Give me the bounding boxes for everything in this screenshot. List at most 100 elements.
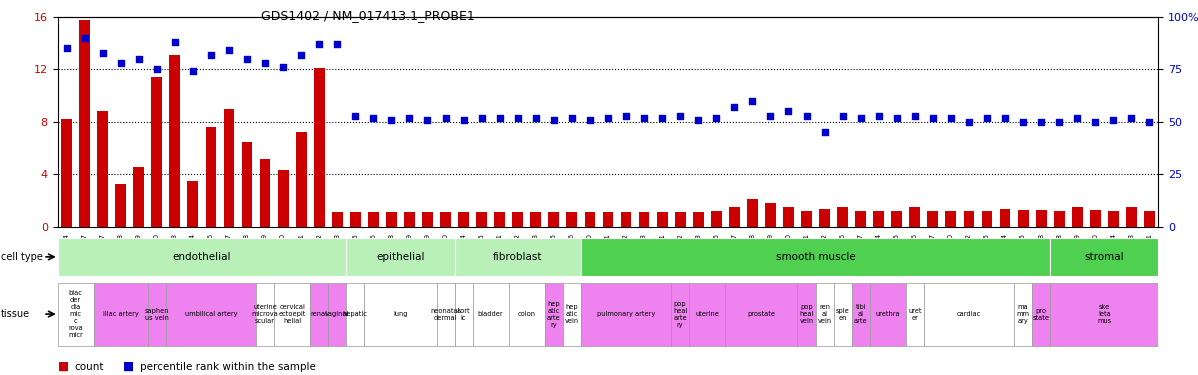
Point [400, 115, 419, 121]
Point [255, 60, 274, 66]
Point [1014, 119, 1033, 125]
Text: umbilical artery: umbilical artery [184, 311, 237, 317]
Text: smooth muscle: smooth muscle [775, 252, 855, 262]
Bar [224, 109, 235, 227]
Bar [1126, 207, 1137, 227]
Point [328, 41, 347, 47]
Bar [689, 283, 725, 346]
Point [617, 112, 636, 118]
Text: endothelial: endothelial [173, 252, 231, 262]
Bar [581, 238, 1051, 276]
Text: pop
heal
arte
ry: pop heal arte ry [673, 301, 688, 328]
Bar [169, 55, 180, 227]
Bar [274, 283, 310, 346]
Point [364, 115, 383, 121]
Point [273, 64, 292, 70]
Text: blac
der
dia
mic
c
rova
micr: blac der dia mic c rova micr [68, 290, 83, 338]
Point [237, 56, 256, 62]
Point [291, 52, 310, 58]
Bar [1033, 283, 1051, 346]
Point [653, 115, 672, 121]
Bar [873, 211, 884, 227]
Bar [1017, 210, 1029, 227]
Text: ske
leta
mus: ske leta mus [1097, 304, 1112, 324]
Bar [93, 283, 147, 346]
Point [924, 115, 943, 121]
Text: hep
atic
arte
ry: hep atic arte ry [547, 301, 561, 328]
Point [599, 115, 618, 121]
Point [93, 50, 113, 55]
Point [309, 41, 328, 47]
Point [689, 117, 708, 123]
Bar [692, 212, 703, 227]
Text: GDS1402 / NM_017413.1_PROBE1: GDS1402 / NM_017413.1_PROBE1 [261, 9, 474, 22]
Bar [1090, 210, 1101, 227]
Point [129, 56, 149, 62]
Text: pop
heal
vein: pop heal vein [799, 304, 813, 324]
Point [1103, 117, 1123, 123]
Bar [513, 212, 524, 227]
Bar [870, 283, 906, 346]
Point [382, 117, 401, 123]
Text: uterine
microva
scular: uterine microva scular [252, 304, 278, 324]
Bar [454, 283, 473, 346]
Bar [1144, 211, 1155, 227]
Point [797, 112, 816, 118]
Point [75, 35, 95, 41]
Point [960, 119, 979, 125]
Text: count: count [74, 362, 104, 372]
Point [851, 115, 870, 121]
Bar [1108, 211, 1119, 227]
Bar [332, 212, 343, 227]
Bar [816, 283, 834, 346]
Bar [671, 283, 689, 346]
Point [490, 115, 509, 121]
Bar [278, 170, 289, 227]
Point [580, 117, 599, 123]
Text: cervical
ectoepit
helial: cervical ectoepit helial [278, 304, 305, 324]
Point [346, 112, 365, 118]
Point [454, 117, 473, 123]
Point [996, 115, 1015, 121]
Bar [151, 77, 162, 227]
Point [183, 69, 202, 75]
Text: sple
en: sple en [836, 308, 849, 321]
Bar [834, 283, 852, 346]
Bar [477, 212, 488, 227]
Bar [165, 283, 256, 346]
Bar [531, 212, 541, 227]
Point [1139, 119, 1158, 125]
Text: urethra: urethra [876, 311, 900, 317]
Point [725, 104, 744, 110]
Point [707, 115, 726, 121]
Bar [296, 132, 307, 227]
Bar [837, 207, 848, 227]
Bar [963, 211, 974, 227]
Bar [999, 209, 1010, 227]
Text: vaginal: vaginal [325, 311, 350, 317]
Bar [1036, 210, 1047, 227]
Bar [819, 209, 830, 227]
Bar [748, 200, 758, 227]
Bar [458, 212, 468, 227]
Bar [422, 212, 432, 227]
Bar [581, 283, 671, 346]
Bar [981, 211, 992, 227]
Text: aort
ic: aort ic [456, 308, 471, 321]
Point [1085, 119, 1105, 125]
Bar [1051, 283, 1158, 346]
Bar [310, 283, 328, 346]
Text: prostate: prostate [748, 311, 775, 317]
Point [888, 115, 907, 121]
Bar [147, 283, 165, 346]
Bar [927, 211, 938, 227]
Point [472, 115, 491, 121]
Text: hep
atic
vein: hep atic vein [564, 304, 579, 324]
Bar [133, 166, 144, 227]
Point [978, 115, 997, 121]
Text: bladder: bladder [478, 311, 503, 317]
Bar [206, 127, 217, 227]
Point [418, 117, 437, 123]
Bar [585, 212, 595, 227]
Bar [350, 212, 361, 227]
